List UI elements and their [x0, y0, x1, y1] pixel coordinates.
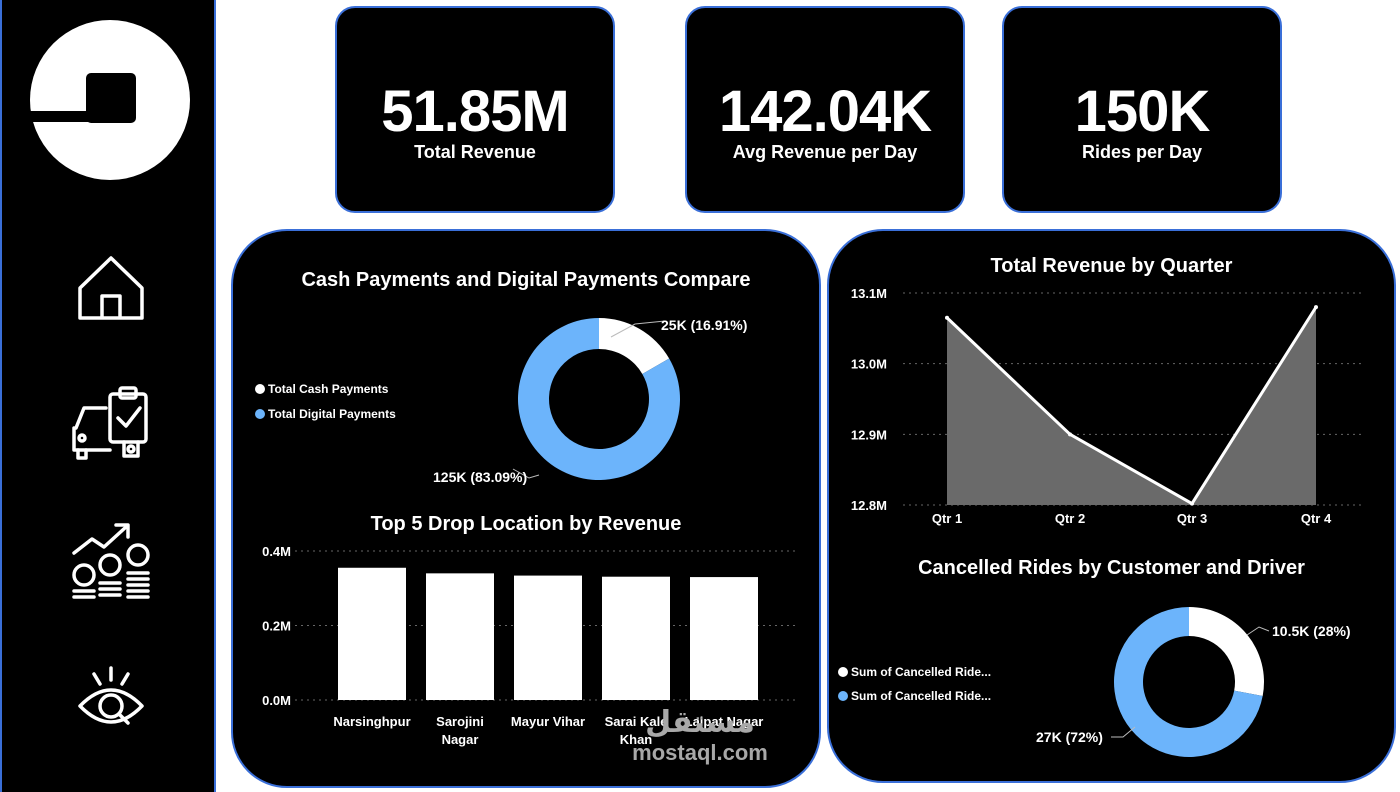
right-panel: Total Revenue by Quarter 12.8M 12.9M 13.0M…: [827, 229, 1396, 783]
kpi-value: 150K: [1074, 79, 1211, 144]
bar[interactable]: [514, 575, 582, 700]
quarter-chart-title: Total Revenue by Quarter: [990, 255, 1233, 277]
legend-cash[interactable]: Total Cash Payments: [255, 382, 388, 396]
leader-line: [512, 468, 540, 479]
x-category-label: Qtr 4: [1301, 511, 1332, 526]
leader-line: [1111, 726, 1136, 738]
legend-digital[interactable]: Total Digital Payments: [255, 407, 396, 421]
y-tick-label: 12.8M: [851, 498, 887, 513]
legend-dot: [255, 409, 265, 419]
kpi-label: Avg Revenue per Day: [732, 142, 918, 162]
donut-data-label: 10.5K (28%): [1272, 623, 1351, 639]
x-category-label: Sarojini Nagar: [436, 714, 484, 747]
car-checklist-icon[interactable]: [66, 382, 156, 472]
y-tick-label: 0.0M: [262, 693, 291, 708]
left-panel: Cash Payments and Digital Payments Compa…: [231, 229, 821, 788]
legend-dot: [838, 691, 848, 701]
kpi-card-total-revenue: 51.85M Total Revenue: [335, 6, 615, 213]
x-category-label: Mayur Vihar: [510, 714, 586, 729]
legend-dot: [255, 384, 265, 394]
payments-donut-chart: [512, 318, 680, 480]
kpi-label: Total Revenue: [414, 142, 536, 162]
leader-line: [610, 320, 666, 338]
y-tick-label: 12.9M: [851, 427, 887, 442]
watermark-arabic: مستقل: [645, 706, 755, 739]
data-point[interactable]: [945, 315, 949, 320]
quarter-area-chart: 12.8M 12.9M 13.0M 13.1M Qtr 1 Qtr 2 Qtr 3 Qtr …: [851, 286, 1365, 526]
eye-search-icon[interactable]: [66, 660, 156, 750]
series-line: [945, 306, 1318, 506]
payments-chart-title: Cash Payments and Digital Payments Compa…: [301, 269, 751, 291]
bar[interactable]: [338, 567, 406, 700]
x-category-label: Qtr 1: [932, 511, 962, 526]
bar[interactable]: [426, 573, 494, 700]
legend-label: Sum of Cancelled Ride...: [851, 665, 992, 679]
donut-data-label: 125K (83.09%): [433, 469, 528, 485]
x-category-label: Narsinghpur: [333, 714, 411, 729]
sidebar: [0, 0, 216, 792]
uber-logo: [30, 20, 190, 180]
y-tick-label: 13.1M: [851, 286, 887, 301]
donut-slice-driver[interactable]: [1114, 607, 1263, 757]
legend-label: Total Cash Payments: [268, 382, 389, 396]
revenue-growth-icon[interactable]: [66, 515, 156, 605]
kpi-card-avg-revenue: 142.04K Avg Revenue per Day: [685, 6, 965, 213]
x-category-label: Lajpat Nagar: [684, 714, 764, 729]
kpi-value: 51.85M: [381, 79, 569, 144]
x-category-label: Sarai Kale Khan: [604, 714, 668, 747]
cancelled-donut-chart: [1111, 607, 1270, 757]
leader-line: [1246, 626, 1270, 636]
data-point[interactable]: [1190, 501, 1194, 506]
donut-data-label: 27K (72%): [1036, 729, 1103, 745]
home-icon[interactable]: [66, 248, 156, 338]
donut-slice-digital[interactable]: [518, 318, 680, 480]
kpi-value: 142.04K: [718, 79, 932, 144]
bar[interactable]: [602, 576, 670, 700]
data-point[interactable]: [1068, 432, 1072, 437]
data-point[interactable]: [1314, 305, 1318, 310]
x-category-label: Qtr 3: [1177, 511, 1207, 526]
y-tick-label: 0.4M: [262, 544, 291, 559]
y-tick-label: 13.0M: [851, 357, 887, 372]
legend-cancelled-customer[interactable]: Sum of Cancelled Ride...: [838, 665, 991, 679]
legend-cancelled-driver[interactable]: Sum of Cancelled Ride...: [838, 689, 991, 703]
x-category-label: Qtr 2: [1055, 511, 1085, 526]
donut-slice-customer[interactable]: [1189, 607, 1264, 697]
mostaql-watermark: مستقل mostaql.com: [612, 706, 788, 766]
cancelled-chart-title: Cancelled Rides by Customer and Driver: [918, 557, 1305, 579]
drop-location-bar-chart: 0.0M 0.2M 0.4M: [262, 544, 795, 708]
drop-location-chart-title: Top 5 Drop Location by Revenue: [370, 513, 682, 535]
kpi-label: Rides per Day: [1081, 142, 1203, 162]
bar[interactable]: [690, 577, 758, 700]
y-tick-label: 0.2M: [262, 619, 291, 634]
kpi-card-rides-per-day: 150K Rides per Day: [1002, 6, 1282, 213]
donut-data-label: 25K (16.91%): [661, 317, 748, 333]
watermark-site: mostaql.com: [632, 740, 768, 765]
legend-label: Total Digital Payments: [268, 407, 396, 421]
legend-dot: [838, 667, 848, 677]
legend-label: Sum of Cancelled Ride...: [851, 689, 992, 703]
donut-slice-cash[interactable]: [599, 318, 670, 374]
